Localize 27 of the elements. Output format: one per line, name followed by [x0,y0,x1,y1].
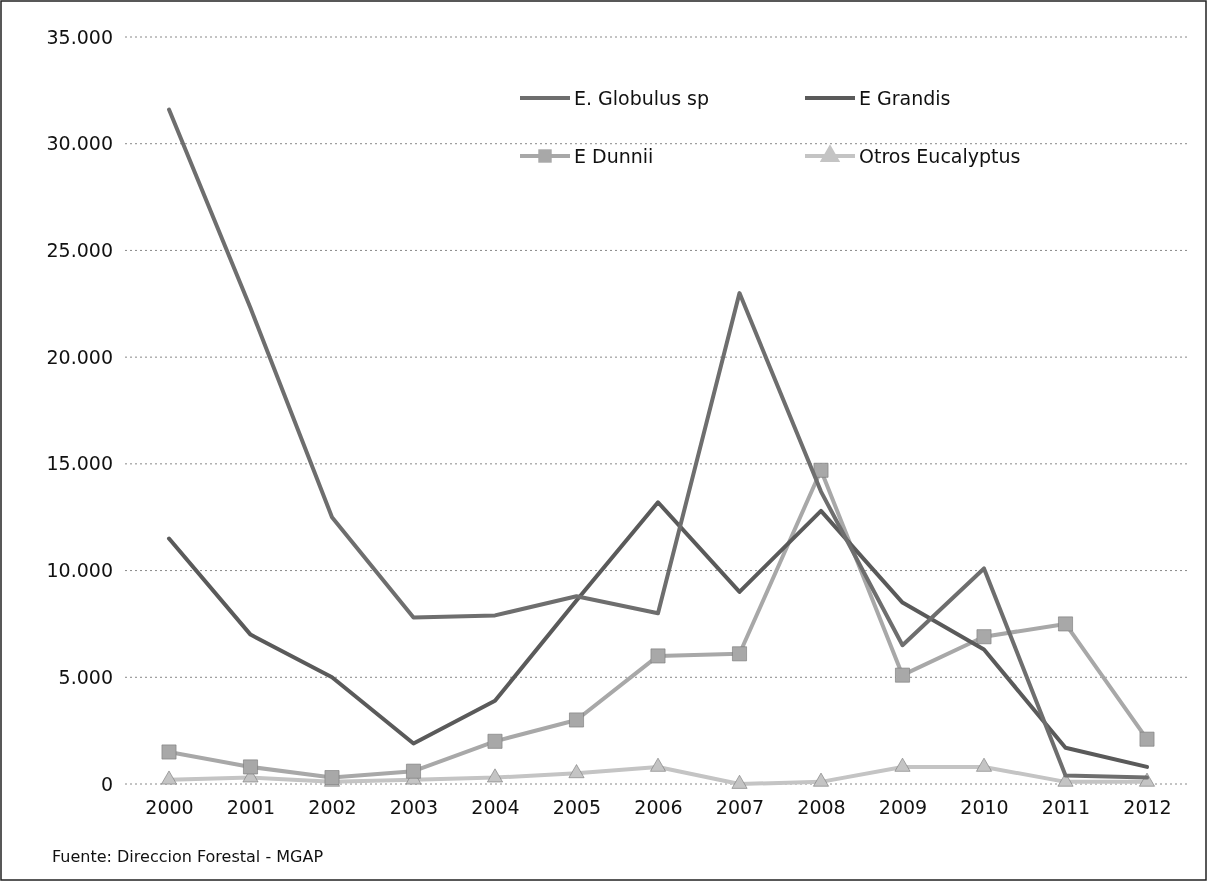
x-tick-label: 2001 [226,796,276,819]
legend-label: E Grandis [859,86,951,109]
x-tick-label: 2009 [878,796,928,819]
x-tick-label: 2000 [145,796,194,819]
legend-label: E Dunnii [574,144,654,167]
x-tick-label: 2010 [960,796,1009,819]
y-tick-label: 5.000 [58,665,113,688]
x-tick-label: 2003 [389,796,439,819]
y-tick-label: 25.000 [46,239,113,262]
y-tick-label: 10.000 [46,559,113,582]
y-tick-label: 35.000 [46,25,113,48]
y-tick-label: 30.000 [46,132,113,155]
source-note: Fuente: Direccion Forestal - MGAP [52,847,324,866]
x-tick-label: 2008 [797,796,846,819]
legend-label: E. Globulus sp [574,86,710,109]
line-series [167,500,1149,769]
y-tick-label: 0 [100,772,113,795]
x-tick-label: 2002 [308,796,357,819]
x-tick-label: 2004 [471,796,520,819]
x-tick-label: 2006 [634,796,683,819]
x-tick-label: 2007 [715,796,765,819]
legend-label: Otros Eucalyptus [859,144,1021,167]
x-tick-label: 2011 [1041,796,1091,819]
x-tick-label: 2012 [1123,796,1172,819]
y-tick-label: 15.000 [46,452,113,475]
x-tick-label: 2005 [552,796,602,819]
y-tick-label: 20.000 [46,345,113,368]
